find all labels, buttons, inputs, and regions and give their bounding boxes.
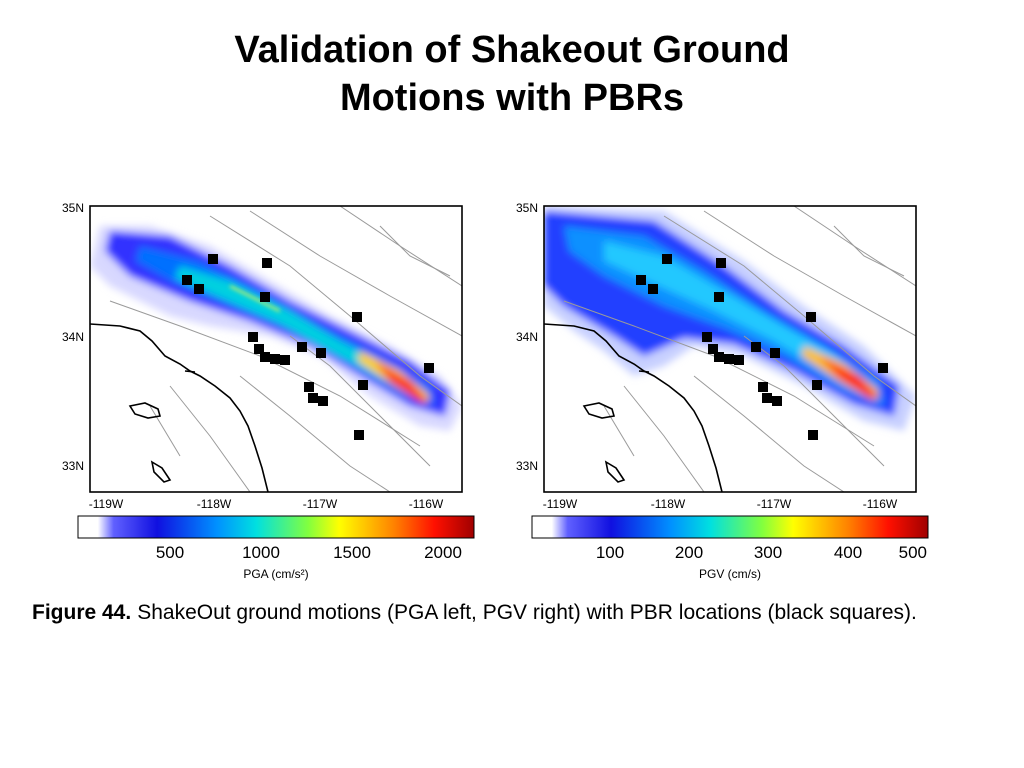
pbr-marker <box>702 332 712 342</box>
pbr-marker <box>354 430 364 440</box>
pbr-marker <box>424 363 434 373</box>
colorbar-tick: 100 <box>596 543 624 562</box>
lat-label-34: 34N <box>516 330 538 344</box>
pbr-marker <box>280 355 290 365</box>
colorbar-tick: 200 <box>675 543 703 562</box>
caption-text: ShakeOut ground motions (PGA left, PGV r… <box>137 601 917 624</box>
lon-label-119: -119W <box>89 497 124 511</box>
figure-caption: Figure 44. ShakeOut ground motions (PGA l… <box>32 598 1012 628</box>
colorbar-tick: 300 <box>754 543 782 562</box>
pbr-marker <box>318 396 328 406</box>
pbr-marker <box>270 354 280 364</box>
pbr-marker <box>808 430 818 440</box>
title-line-2: Motions with PBRs <box>339 77 685 119</box>
pbr-marker <box>208 254 218 264</box>
lon-label-118: -118W <box>197 497 232 511</box>
pbr-marker <box>304 382 314 392</box>
lon-label-117: -117W <box>303 497 338 511</box>
pbr-marker <box>194 284 204 294</box>
pbr-marker <box>762 393 772 403</box>
colorbar-tick: 1500 <box>333 543 371 562</box>
pbr-marker <box>297 342 307 352</box>
pbr-marker <box>248 332 258 342</box>
colorbar-tick: 1000 <box>242 543 280 562</box>
pbr-marker <box>316 348 326 358</box>
pbr-marker <box>751 342 761 352</box>
figure-label: Figure 44. <box>32 601 132 624</box>
lat-label-34: 34N <box>62 330 84 344</box>
pbr-marker <box>254 344 264 354</box>
colorbar-label-pga: PGA (cm/s²) <box>243 567 308 581</box>
lon-label-116: -116W <box>409 497 444 511</box>
pbr-marker <box>758 382 768 392</box>
pbr-marker <box>812 380 822 390</box>
colorbar-tick: 2000 <box>424 543 462 562</box>
pbr-marker <box>772 396 782 406</box>
pbr-marker <box>716 258 726 268</box>
pbr-marker <box>662 254 672 264</box>
lon-label-118: -118W <box>651 497 686 511</box>
lon-label-116: -116W <box>863 497 898 511</box>
pbr-markers-pgv <box>636 254 888 440</box>
lat-label-35: 35N <box>62 201 84 215</box>
pbr-marker <box>734 355 744 365</box>
colorbar-label-pgv: PGV (cm/s) <box>699 567 761 581</box>
pbr-marker <box>714 352 724 362</box>
pbr-marker <box>636 275 646 285</box>
pbr-marker <box>770 348 780 358</box>
colorbar-tick: 500 <box>156 543 184 562</box>
slide-title: Validation of Shakeout Ground Motions wi… <box>0 26 1024 122</box>
pgv-shaking-field <box>544 206 916 431</box>
map-pga: 35N 34N 33N -119W -118W -117W -116W <box>62 201 463 511</box>
lat-label-33: 33N <box>516 459 538 473</box>
pbr-marker <box>260 292 270 302</box>
title-line-1: Validation of Shakeout Ground <box>234 29 790 71</box>
colorbar-pga: 500 1000 1500 2000 PGA (cm/s²) <box>77 515 475 581</box>
pbr-marker <box>806 312 816 322</box>
pbr-marker <box>708 344 718 354</box>
pbr-marker <box>714 292 724 302</box>
colorbar-tick: 400 <box>834 543 862 562</box>
pbr-marker <box>878 363 888 373</box>
pbr-marker <box>182 275 192 285</box>
pbr-marker <box>262 258 272 268</box>
map-pgv: 35N 34N 33N -119W -118W -117W -116W <box>516 201 917 511</box>
lat-label-35: 35N <box>516 201 538 215</box>
pbr-marker <box>260 352 270 362</box>
pbr-markers-pga <box>182 254 434 440</box>
pbr-marker <box>308 393 318 403</box>
pbr-marker <box>358 380 368 390</box>
colorbar-tick: 500 <box>899 543 927 562</box>
maps-figure: 35N 34N 33N -119W -118W -117W -116W 500 … <box>62 201 929 581</box>
pbr-marker <box>352 312 362 322</box>
lon-label-117: -117W <box>757 497 792 511</box>
pbr-marker <box>648 284 658 294</box>
pbr-marker <box>724 354 734 364</box>
lon-label-119: -119W <box>543 497 578 511</box>
lat-label-33: 33N <box>62 459 84 473</box>
colorbar-pgv: 100 200 300 400 500 PGV (cm/s) <box>531 515 929 581</box>
